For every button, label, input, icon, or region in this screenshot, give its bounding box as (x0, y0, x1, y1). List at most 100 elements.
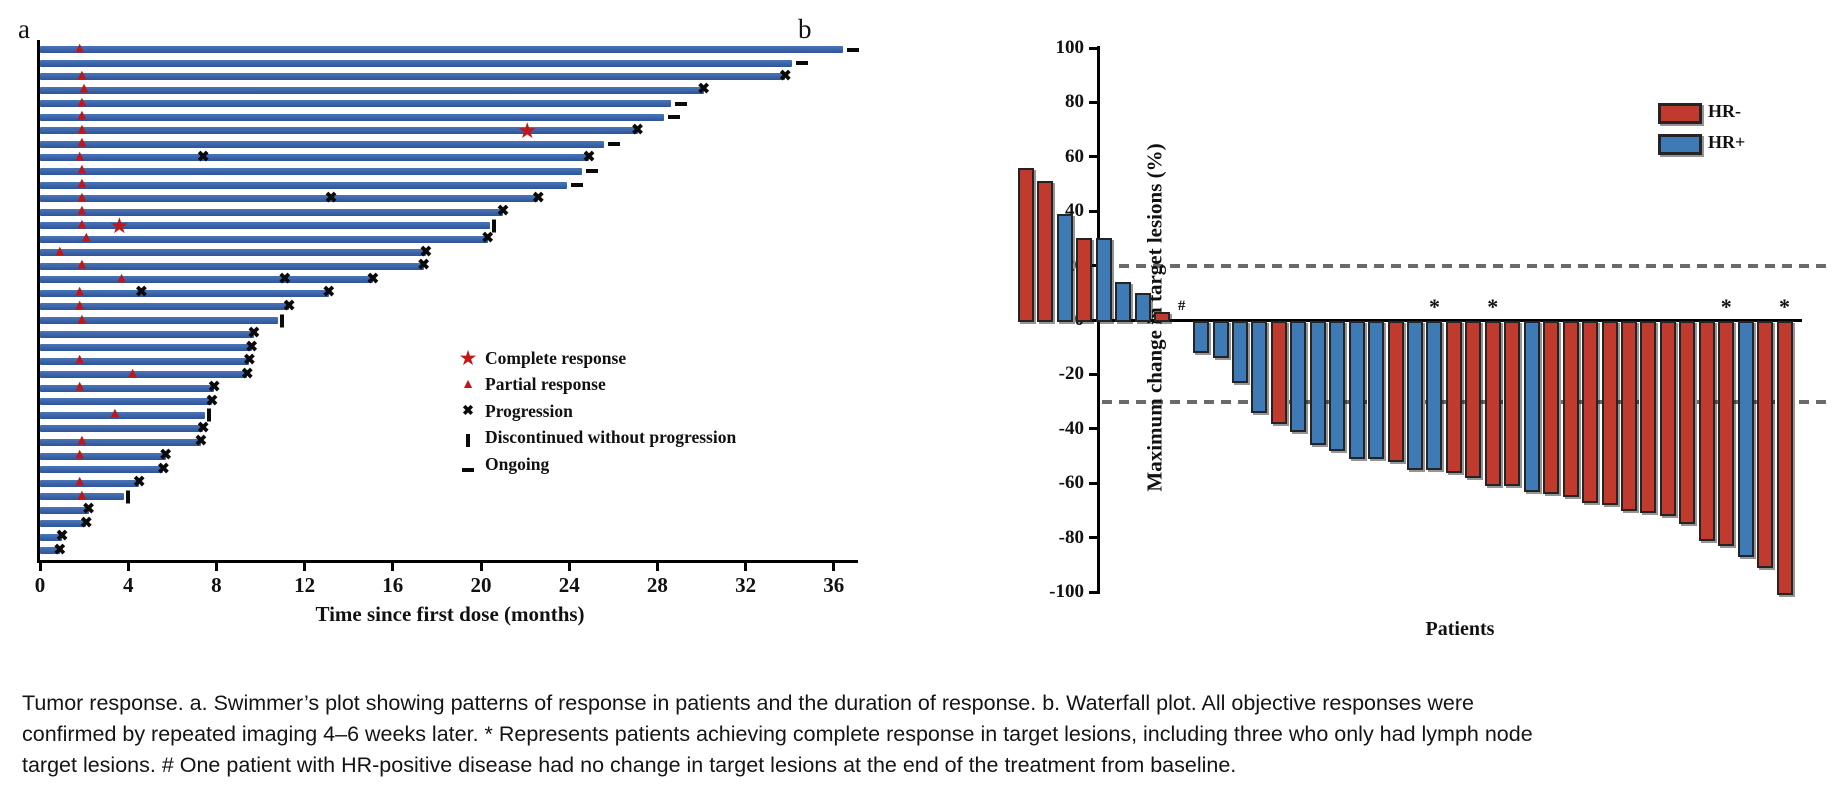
waterfall-y-tick-label: -60 (1058, 472, 1084, 494)
partial-response-marker: ▲ (78, 229, 94, 246)
swimmer-bar (40, 195, 539, 203)
vbar-legend-icon (455, 428, 481, 447)
waterfall-y-tick (1089, 536, 1097, 540)
ongoing-end-marker (795, 61, 808, 66)
partial-response-marker: ▲ (74, 161, 90, 178)
waterfall-bar (1309, 321, 1326, 446)
swimmer-x-tick-label: 20 (470, 573, 492, 597)
waterfall-bar (1348, 321, 1365, 459)
waterfall-bar (1134, 292, 1151, 322)
swimmer-bar (40, 506, 89, 514)
swimmer-legend-label: Progression (485, 400, 573, 421)
partial-response-marker: ▲ (72, 283, 88, 300)
progression-marker: ✖ (278, 271, 292, 288)
waterfall-y-tick (1089, 46, 1097, 50)
partial-response-marker: ▲ (114, 270, 130, 287)
partial-response-marker: ▲ (72, 473, 88, 490)
swimmer-x-tick (303, 563, 307, 571)
swimmer-bar (40, 262, 424, 270)
waterfall-y-tick (1089, 264, 1097, 268)
swimmer-x-tick (38, 563, 42, 571)
partial-response-marker: ▲ (74, 189, 90, 206)
progression-end-marker: ✖ (194, 433, 208, 450)
swimmer-bar (40, 411, 206, 419)
partial-response-marker: ▲ (74, 311, 90, 327)
swimmer-bar (40, 466, 164, 474)
swimmer-bar (40, 438, 201, 446)
progression-end-marker: ✖ (481, 230, 494, 247)
partial-response-marker: ▲ (74, 121, 90, 138)
waterfall-y-tick-label: 80 (1065, 91, 1084, 113)
progression-end-marker: ✖ (243, 352, 256, 369)
swimmer-x-tick-label: 24 (558, 573, 580, 597)
partial-response-marker: ▲ (74, 107, 90, 124)
swimmer-legend-label: Discontinued without progression (485, 427, 737, 447)
waterfall-bar (1543, 321, 1560, 495)
waterfall-bar (1154, 311, 1171, 322)
complete-response-marker: ★ (517, 117, 538, 143)
progression-end-marker: ✖ (55, 528, 69, 545)
dash-legend-icon (455, 457, 481, 472)
waterfall-bar (1056, 213, 1073, 322)
progression-end-marker: ✖ (778, 68, 792, 85)
waterfall-bar (1718, 321, 1735, 547)
swimmer-x-tick-label: 8 (211, 573, 222, 597)
swimmer-bar (40, 344, 252, 352)
waterfall-bar (1698, 321, 1715, 541)
progression-end-marker: ✖ (207, 379, 221, 396)
progression-end-marker: ✖ (245, 339, 258, 356)
waterfall-bar (1504, 321, 1521, 487)
waterfall-bar (1231, 321, 1248, 383)
swimmer-bar (40, 303, 290, 311)
progression-end-marker: ✖ (631, 122, 644, 139)
swimmer-x-tick (479, 563, 483, 571)
progression-end-marker: ✖ (247, 325, 261, 342)
waterfall-bar (1757, 321, 1774, 568)
waterfall-bar (1620, 321, 1637, 511)
progression-end-marker: ✖ (132, 474, 146, 491)
swimmer-x-tick (655, 563, 659, 571)
waterfall-bar (1601, 321, 1618, 506)
ongoing-end-marker (668, 115, 680, 120)
waterfall-y-tick (1089, 100, 1097, 104)
waterfall-zero-line (1097, 318, 1802, 322)
progression-end-marker: ✖ (240, 366, 254, 383)
complete-response-marker: ★ (109, 212, 130, 238)
swimmer-bar (40, 493, 124, 501)
progression-end-marker: ✖ (205, 393, 219, 410)
waterfall-bar (1368, 321, 1385, 459)
complete-response-asterisk-annotation: * (1428, 294, 1440, 319)
progression-marker: ✖ (324, 190, 338, 207)
progression-end-marker: ✖ (697, 81, 710, 98)
progression-end-marker: ✖ (366, 271, 380, 288)
progression-end-marker: ✖ (282, 298, 296, 315)
swimmer-bar (40, 425, 204, 433)
waterfall-y-tick-label: 60 (1065, 145, 1084, 167)
waterfall-y-tick-label: -40 (1058, 417, 1084, 439)
vbar-glyph (466, 434, 470, 447)
waterfall-bar (1270, 321, 1287, 424)
discontinued-end-marker (207, 408, 212, 422)
swimmer-bar (40, 154, 590, 162)
swimmer-bar (40, 127, 638, 135)
triangle-legend-icon: ▲ (461, 376, 475, 392)
waterfall-bar (1640, 321, 1657, 514)
swimmer-bar (40, 100, 671, 108)
waterfall-bar (1115, 281, 1132, 322)
waterfall-bar (1037, 181, 1054, 322)
swimmer-x-axis-title: Time since first dose (months) (315, 602, 585, 626)
swimmer-x-tick-label: 4 (122, 573, 134, 597)
partial-response-marker: ▲ (74, 487, 90, 504)
partial-response-marker: ▲ (74, 202, 90, 219)
swimmer-x-axis (37, 560, 858, 563)
swimmer-bar (40, 479, 140, 487)
swimmer-bar (40, 452, 166, 460)
waterfall-bar (1484, 321, 1501, 487)
discontinued-end-marker (491, 219, 496, 233)
waterfall-y-tick (1089, 155, 1097, 159)
swimmer-x-tick (567, 563, 571, 571)
waterfall-bar (1523, 321, 1540, 492)
swimmer-bar (40, 547, 60, 555)
